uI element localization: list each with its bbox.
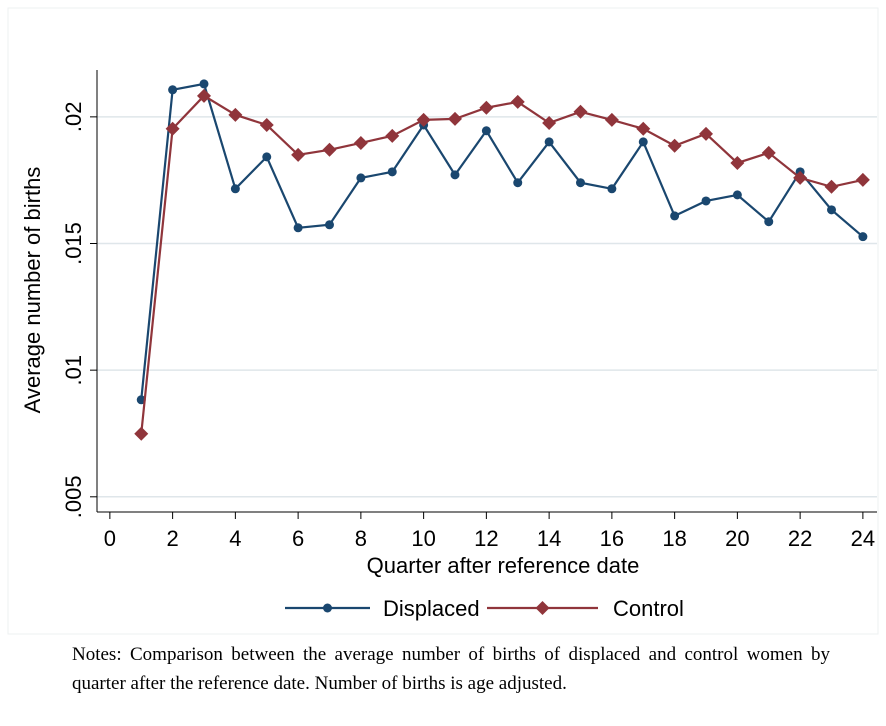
marker [638, 137, 648, 147]
marker [858, 232, 868, 242]
marker [855, 172, 870, 187]
marker [701, 196, 711, 206]
marker [764, 217, 774, 227]
marker [535, 601, 550, 615]
marker [353, 135, 368, 150]
marker [636, 121, 651, 136]
marker [607, 184, 617, 194]
marker [793, 170, 808, 185]
legend-label: Control [613, 596, 684, 621]
marker [827, 205, 837, 215]
marker [322, 142, 337, 157]
marker [604, 112, 619, 127]
x-tick-label: 2 [166, 526, 178, 551]
y-tick-label: .02 [61, 102, 86, 133]
marker [196, 88, 211, 103]
x-tick-label: 0 [104, 526, 116, 551]
y-tick-label: .015 [61, 222, 86, 265]
marker [291, 147, 306, 162]
marker [761, 145, 776, 160]
notes: Notes: Comparison between the average nu… [72, 644, 830, 694]
marker [573, 104, 588, 119]
marker [324, 220, 334, 230]
marker [481, 126, 491, 136]
marker [732, 190, 742, 200]
x-tick-label: 18 [662, 526, 686, 551]
marker [542, 115, 557, 130]
y-tick-label: .01 [61, 355, 86, 386]
x-tick-label: 6 [292, 526, 304, 551]
marker [293, 223, 303, 233]
marker [134, 426, 149, 441]
x-tick-label: 4 [229, 526, 241, 551]
x-tick-label: 22 [788, 526, 812, 551]
marker [230, 184, 240, 194]
marker [199, 79, 209, 89]
y-axis-title: Average number of births [20, 167, 45, 414]
marker [168, 85, 178, 95]
marker [479, 100, 494, 115]
marker [165, 121, 180, 136]
chart: Average number of births Quarter after r… [7, 7, 879, 635]
x-tick-label: 10 [411, 526, 435, 551]
series-line [140, 82, 864, 400]
marker [387, 167, 397, 177]
marker [730, 155, 745, 170]
marker [575, 178, 585, 188]
x-tick-label: 16 [600, 526, 624, 551]
marker [667, 138, 682, 153]
marker [544, 137, 554, 147]
marker [513, 178, 523, 188]
marker [450, 170, 460, 180]
marker [323, 603, 332, 613]
marker [447, 111, 462, 126]
marker [416, 112, 431, 127]
y-tick-label: .005 [61, 475, 86, 518]
marker [259, 117, 274, 132]
legend-label: Displaced [383, 596, 480, 621]
marker [262, 152, 272, 162]
marker [670, 211, 680, 221]
x-tick-label: 24 [851, 526, 875, 551]
x-axis-title: Quarter after reference date [367, 553, 640, 578]
marker [699, 126, 714, 141]
x-tick-label: 14 [537, 526, 561, 551]
x-tick-label: 20 [725, 526, 749, 551]
marker [510, 94, 525, 109]
x-tick-label: 8 [355, 526, 367, 551]
marker [385, 128, 400, 143]
marker [356, 173, 366, 183]
x-tick-label: 12 [474, 526, 498, 551]
marker [824, 179, 839, 194]
marker [228, 107, 243, 122]
